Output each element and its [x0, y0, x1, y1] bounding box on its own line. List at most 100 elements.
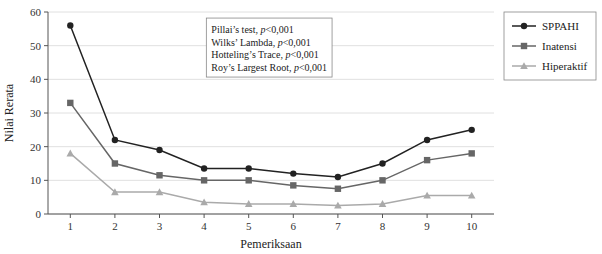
- point: [156, 147, 162, 153]
- x-tick-label: 8: [380, 220, 386, 232]
- x-tick: [471, 214, 472, 218]
- point: [423, 192, 431, 199]
- point: [201, 165, 207, 171]
- grid-line: [48, 113, 494, 114]
- x-tick-label: 6: [291, 220, 297, 232]
- y-tick: [44, 214, 48, 215]
- y-axis-label: Nilai Rerata: [2, 83, 16, 142]
- x-tick: [159, 214, 160, 218]
- point: [469, 127, 475, 133]
- point: [290, 200, 298, 207]
- y-tick-label: 10: [30, 174, 42, 186]
- point: [335, 186, 341, 192]
- x-tick-label: 2: [112, 220, 118, 232]
- point: [245, 200, 253, 207]
- point: [469, 150, 475, 156]
- annotation-part: Wilks’ Lambda,: [211, 37, 277, 48]
- x-axis-line: [48, 214, 494, 215]
- annotation-box: [206, 18, 332, 77]
- point: [67, 22, 73, 28]
- point: [200, 198, 208, 205]
- point: [156, 172, 162, 178]
- annotation-part: Roy’s Largest Root,: [211, 62, 294, 73]
- x-axis-label: Pemeriksaan: [240, 237, 301, 251]
- x-tick-label: 5: [246, 220, 252, 232]
- point: [379, 177, 385, 183]
- x-tick: [248, 214, 249, 218]
- x-tick-label: 4: [201, 220, 207, 232]
- annotation-text: Hotteling’s Trace, p<0,001: [211, 49, 318, 60]
- grid: [48, 12, 494, 214]
- legend-marker: [521, 23, 527, 29]
- x-tick: [337, 214, 338, 218]
- point: [112, 137, 118, 143]
- x-tick-label: 3: [157, 220, 163, 232]
- chart: 0 10 20 30 40 50 60 1 2 3 4 5 6 7 8 9 10 Pemeriksaan Nilai…: [0, 0, 602, 254]
- annotation-text: Pillai’s test, p<0,001: [211, 24, 293, 35]
- point: [334, 202, 342, 209]
- annotation-part: <0,001: [266, 24, 294, 35]
- legend-label: SPPAHI: [542, 20, 579, 32]
- x-tick: [293, 214, 294, 218]
- grid-line: [48, 180, 494, 181]
- grid-line: [48, 214, 494, 215]
- annotation: Pillai’s test, p<0,001 Wilks’ Lambda, p<0…: [206, 18, 332, 77]
- point: [67, 100, 73, 106]
- point: [111, 188, 119, 195]
- y-tick-label: 30: [30, 107, 42, 119]
- legend-label: Hiperaktif: [542, 60, 588, 72]
- y-tick: [44, 12, 48, 13]
- y-tick: [44, 45, 48, 46]
- point: [424, 137, 430, 143]
- point: [335, 174, 341, 180]
- x-tick-label: 7: [335, 220, 341, 232]
- point: [67, 150, 75, 157]
- annotation-text: Roy’s Largest Root, p<0,001: [211, 62, 327, 73]
- legend-marker: [520, 62, 528, 69]
- y-tick: [44, 180, 48, 181]
- y-axis-line: [48, 12, 49, 214]
- y-tick-label: 0: [36, 208, 42, 220]
- point: [379, 160, 385, 166]
- annotation-part: <0,001: [283, 37, 311, 48]
- point: [424, 157, 430, 163]
- annotation-part: Hotteling’s Trace,: [211, 49, 285, 60]
- legend: SPPAHI Inatensi Hiperaktif: [504, 12, 596, 80]
- point: [379, 200, 387, 207]
- grid-line: [48, 79, 494, 80]
- y-tick: [44, 146, 48, 147]
- y-tick: [44, 113, 48, 114]
- x-tick-label: 10: [466, 220, 478, 232]
- x-tick: [204, 214, 205, 218]
- x-tick: [382, 214, 383, 218]
- annotation-part: <0,001: [291, 49, 319, 60]
- x-tick: [70, 214, 71, 218]
- point: [156, 188, 164, 195]
- point: [246, 177, 252, 183]
- point: [246, 165, 252, 171]
- point: [112, 160, 118, 166]
- point: [201, 177, 207, 183]
- x-tick-label: 9: [424, 220, 430, 232]
- y-tick-label: 50: [30, 40, 42, 52]
- legend-marker: [521, 43, 527, 49]
- x-tick: [114, 214, 115, 218]
- point: [290, 182, 296, 188]
- legend-label: Inatensi: [542, 40, 577, 52]
- data: [67, 22, 476, 208]
- series-line: [70, 25, 471, 177]
- y-tick-label: 20: [30, 141, 42, 153]
- point: [468, 192, 476, 199]
- x-tick: [427, 214, 428, 218]
- y-tick: [44, 79, 48, 80]
- annotation-text: Wilks’ Lambda, p<0,001: [211, 37, 310, 48]
- annotation-part: <0,001: [299, 62, 327, 73]
- y-tick-label: 60: [30, 6, 42, 18]
- point: [290, 170, 296, 176]
- grid-line: [48, 12, 494, 13]
- grid-line: [48, 146, 494, 147]
- x-tick-label: 1: [68, 220, 74, 232]
- y-tick-label: 40: [30, 73, 42, 85]
- annotation-part: Pillai’s test,: [211, 24, 260, 35]
- legend-frame: [504, 12, 596, 80]
